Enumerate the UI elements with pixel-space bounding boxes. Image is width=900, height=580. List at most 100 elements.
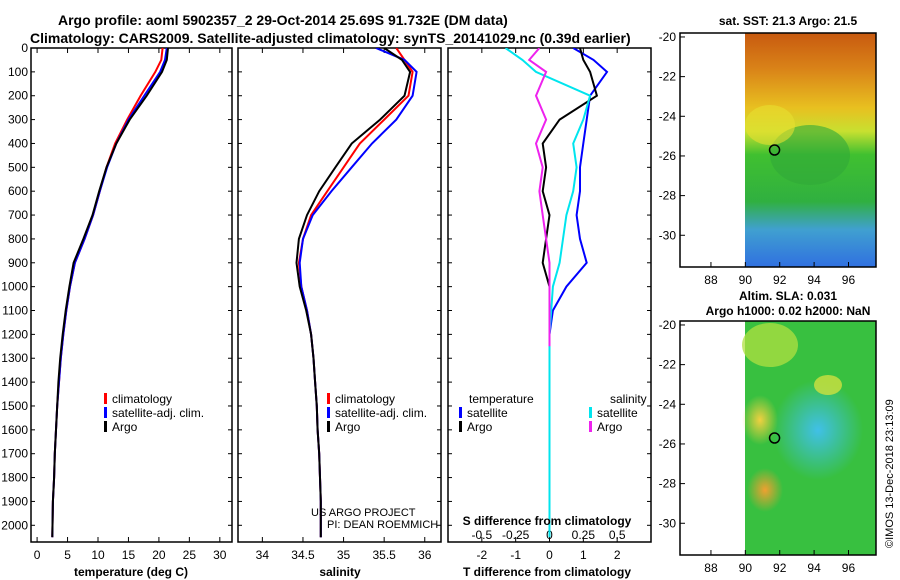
map-lon-label: 90 xyxy=(739,561,753,575)
legend-swatch-satellite xyxy=(104,407,107,418)
legend-swatch-climatology xyxy=(104,393,107,404)
depth-tick-label: 1100 xyxy=(2,304,28,318)
legend-swatch-satellite xyxy=(327,407,330,418)
legend-label-satellite: satellite-adj. clim. xyxy=(335,406,427,420)
legend-swatch-t-argo xyxy=(459,421,462,432)
pi-annotation: PI: DEAN ROEMMICH xyxy=(327,519,438,531)
sst-map-warm-patch xyxy=(745,105,795,145)
sla-map-title: Altim. SLA: 0.031 xyxy=(739,289,837,303)
depth-tick-label: 900 xyxy=(8,256,28,270)
depth-tick-label: 2000 xyxy=(1,518,28,532)
depth-tick-label: 0 xyxy=(21,41,28,55)
s-diff-argo-line xyxy=(527,48,551,347)
depth-tick-label: 800 xyxy=(8,232,28,246)
project-annotation: US ARGO PROJECT xyxy=(311,507,416,519)
map-lat-label: -28 xyxy=(659,189,677,203)
depth-tick-label: 1700 xyxy=(1,447,28,461)
sla-map-blue-anomaly xyxy=(773,380,863,480)
sst-map xyxy=(679,32,877,268)
x-tick-label: 30 xyxy=(213,548,227,562)
top-x-tick-label: -0.25 xyxy=(502,528,530,542)
sla-map-small-yellow-anomaly xyxy=(814,375,842,395)
sst-argo-location-marker xyxy=(768,144,781,156)
x-tick-label: 10 xyxy=(91,548,105,562)
x-tick-label: 35.5 xyxy=(372,548,396,562)
salinity-panel-frame xyxy=(237,47,442,543)
imos-credit: ©IMOS 13-Dec-2018 23:13:09 xyxy=(884,399,896,548)
depth-tick-label: 1200 xyxy=(1,327,28,341)
top-x-tick-label: 0.25 xyxy=(572,528,596,542)
legend-title-salinity: salinity xyxy=(610,392,647,406)
legend-swatch-argo xyxy=(327,421,330,432)
temperature-argo-line xyxy=(51,48,169,538)
sla-map xyxy=(679,320,877,556)
sla-map-yellowgreen-anomaly xyxy=(742,323,798,367)
x-tick-label: 20 xyxy=(152,548,166,562)
x-tick-label: 15 xyxy=(122,548,136,562)
depth-tick-label: 300 xyxy=(8,113,28,127)
depth-tick-label: 400 xyxy=(8,136,28,150)
sla-map-ticks: 88 90 92 94 96 -20 -22 -24 -26 -28 -30 xyxy=(659,318,856,575)
t-diff-satellite-line xyxy=(548,48,609,359)
temperature-legend: climatology satellite-adj. clim. Argo xyxy=(104,392,204,434)
map-lon-label: 92 xyxy=(773,561,787,575)
map-lat-label: -24 xyxy=(659,397,677,411)
map-lon-label: 96 xyxy=(842,273,856,287)
t-diff-argo-line xyxy=(541,48,599,347)
x-tick-label: 34.5 xyxy=(291,548,315,562)
legend-label-climatology: climatology xyxy=(335,392,395,406)
t-difference-label: T difference from climatology xyxy=(463,565,631,579)
map-lat-label: -22 xyxy=(659,358,677,372)
salinity-satellite-line xyxy=(298,48,418,538)
sla-argo-location-marker xyxy=(768,432,781,444)
map-lat-label: -26 xyxy=(659,437,677,451)
x-tick-label: 5 xyxy=(64,548,71,562)
sla-map-land-blank xyxy=(680,321,745,555)
x-tick-label: -1 xyxy=(510,548,521,562)
legend-label-t-argo: Argo xyxy=(467,420,493,434)
legend-label-climatology: climatology xyxy=(112,392,172,406)
x-tick-label: 1 xyxy=(580,548,587,562)
legend-swatch-climatology xyxy=(327,393,330,404)
map-lat-label: -30 xyxy=(659,516,677,530)
depth-tick-label: 100 xyxy=(8,65,28,79)
sla-map-subtitle: Argo h1000: 0.02 h2000: NaN xyxy=(706,304,871,318)
legend-label-t-satellite: satellite xyxy=(467,406,508,420)
map-lat-label: -22 xyxy=(659,70,677,84)
sst-map-title: sat. SST: 21.3 Argo: 21.5 xyxy=(719,14,858,28)
map-lon-label: 94 xyxy=(807,561,821,575)
map-lon-label: 88 xyxy=(704,273,718,287)
difference-x-ticks: -2 -1 0 1 2-0.5 -0.25 0 0.25 0.5 xyxy=(471,48,626,562)
map-lat-label: -30 xyxy=(659,228,677,242)
map-lat-label: -26 xyxy=(659,149,677,163)
temperature-x-label: temperature (deg C) xyxy=(74,565,188,579)
depth-tick-label: 1900 xyxy=(1,494,28,508)
x-tick-label: 34 xyxy=(256,548,270,562)
depth-tick-label: 600 xyxy=(8,184,28,198)
map-lon-label: 96 xyxy=(842,561,856,575)
x-tick-label: 0 xyxy=(34,548,41,562)
sla-map-frame xyxy=(679,320,877,556)
x-tick-label: 35 xyxy=(337,548,351,562)
sst-map-ticks: 88 90 92 94 96 -20 -22 -24 -26 -28 -30 xyxy=(659,30,856,287)
difference-legend: temperature salinity satellite Argo sate… xyxy=(459,392,647,434)
depth-tick-label: 200 xyxy=(8,89,28,103)
sla-map-orange-anomaly xyxy=(747,468,783,512)
legend-swatch-argo xyxy=(104,421,107,432)
map-lon-label: 94 xyxy=(807,273,821,287)
map-lon-label: 88 xyxy=(704,561,718,575)
top-x-tick-label: -0.5 xyxy=(471,528,492,542)
map-lon-label: 92 xyxy=(773,273,787,287)
legend-swatch-s-satellite xyxy=(589,407,592,418)
depth-tick-label: 1000 xyxy=(1,280,28,294)
x-tick-label: 36 xyxy=(418,548,432,562)
temperature-panel-frame xyxy=(30,47,233,543)
legend-label-argo: Argo xyxy=(112,420,138,434)
map-lat-label: -28 xyxy=(659,477,677,491)
top-x-tick-label: 0.5 xyxy=(609,528,626,542)
depth-tick-label: 1500 xyxy=(1,399,28,413)
sla-map-yellow-anomaly xyxy=(742,395,778,445)
temperature-x-ticks: 0 5 10 15 20 25 30 xyxy=(34,48,227,562)
depth-tick-label: 500 xyxy=(8,160,28,174)
x-tick-label: 25 xyxy=(183,548,197,562)
